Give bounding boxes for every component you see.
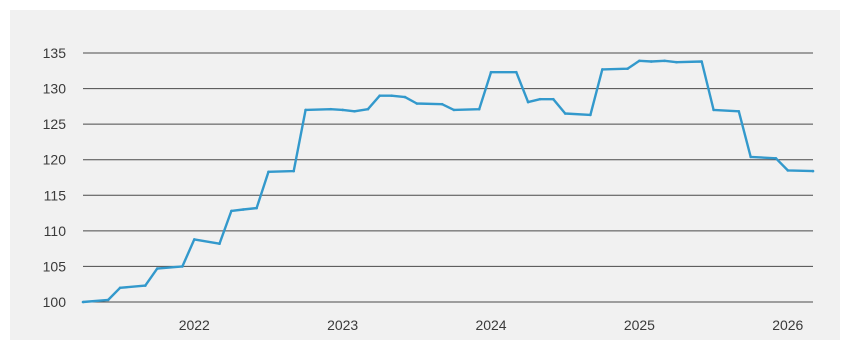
data-point bbox=[218, 242, 221, 245]
data-point bbox=[241, 208, 245, 211]
data-point bbox=[712, 108, 715, 112]
series-layer bbox=[81, 59, 815, 304]
data-point bbox=[181, 265, 184, 268]
data-point bbox=[144, 284, 147, 287]
data-point bbox=[106, 298, 110, 302]
gridlines bbox=[83, 52, 813, 303]
data-point bbox=[601, 68, 604, 71]
data-point bbox=[700, 60, 703, 63]
y-tick-label: 115 bbox=[44, 187, 67, 203]
data-point bbox=[638, 59, 641, 63]
data-point bbox=[589, 113, 592, 117]
data-point bbox=[378, 94, 382, 97]
data-point bbox=[515, 70, 518, 74]
data-point bbox=[626, 67, 629, 70]
data-point bbox=[749, 155, 752, 159]
y-tick-label: 135 bbox=[43, 45, 67, 61]
data-point bbox=[193, 238, 196, 241]
data-point bbox=[552, 97, 555, 101]
x-tick-label: 2026 bbox=[772, 317, 803, 333]
data-point bbox=[774, 157, 778, 160]
data-point bbox=[675, 60, 678, 64]
data-point bbox=[403, 95, 407, 99]
data-point bbox=[452, 108, 456, 112]
x-tick-label: 2024 bbox=[475, 317, 506, 333]
data-point bbox=[650, 60, 653, 63]
data-point bbox=[341, 108, 345, 112]
data-point bbox=[230, 209, 233, 213]
data-point bbox=[304, 108, 307, 112]
data-point bbox=[563, 112, 567, 115]
x-axis-ticks: 2022 2023 2024 2025 2026 bbox=[179, 317, 804, 333]
data-point bbox=[155, 267, 159, 270]
data-point bbox=[292, 169, 296, 173]
data-point bbox=[440, 102, 444, 106]
data-point bbox=[255, 206, 258, 210]
x-tick-label: 2022 bbox=[179, 317, 210, 333]
x-tick-label: 2023 bbox=[327, 317, 358, 333]
series-line-0 bbox=[82, 59, 814, 304]
data-point bbox=[81, 300, 85, 304]
data-point bbox=[329, 107, 333, 111]
data-point bbox=[811, 169, 815, 173]
y-tick-label: 105 bbox=[43, 258, 67, 274]
y-tick-label: 125 bbox=[43, 116, 67, 132]
data-point bbox=[663, 59, 666, 63]
data-point bbox=[353, 110, 356, 113]
data-point bbox=[526, 100, 530, 104]
y-tick-label: 120 bbox=[43, 152, 67, 168]
data-point bbox=[366, 107, 370, 111]
data-point bbox=[390, 94, 393, 97]
y-tick-label: 110 bbox=[44, 223, 67, 239]
x-tick-label: 2025 bbox=[624, 317, 655, 333]
data-point bbox=[538, 97, 542, 101]
data-point bbox=[118, 286, 122, 290]
data-point bbox=[786, 169, 790, 172]
y-tick-label: 100 bbox=[43, 294, 67, 310]
data-point bbox=[267, 170, 270, 174]
data-point bbox=[415, 102, 419, 105]
y-axis-ticks: 100 105 110 115 120 125 130 135 bbox=[43, 45, 67, 310]
data-point bbox=[489, 70, 493, 74]
data-point bbox=[477, 107, 481, 111]
y-tick-label: 130 bbox=[43, 81, 67, 97]
data-point bbox=[737, 110, 741, 113]
